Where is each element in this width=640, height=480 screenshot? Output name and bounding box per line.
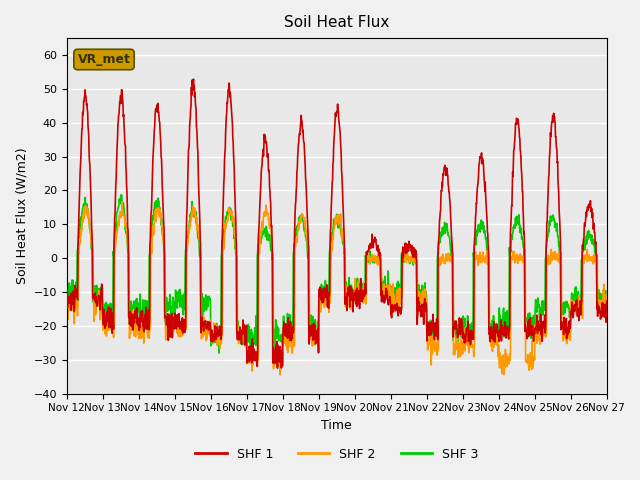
SHF 3 xyxy=(105,306,113,312)
SHF 3 xyxy=(292,228,300,233)
Legend: SHF 1, SHF 2, SHF 3: SHF 1, SHF 2, SHF 3 xyxy=(190,443,483,466)
SHF 2 xyxy=(105,327,113,333)
Y-axis label: Soil Heat Flux (W/m2): Soil Heat Flux (W/m2) xyxy=(15,147,28,284)
X-axis label: Time: Time xyxy=(321,419,352,432)
SHF 1 xyxy=(105,304,113,310)
SHF 3 xyxy=(127,298,135,304)
SHF 2 xyxy=(63,299,70,304)
SHF 1 xyxy=(274,365,282,371)
SHF 1 xyxy=(371,239,378,245)
SHF 2 xyxy=(371,259,378,264)
SHF 2 xyxy=(292,236,300,242)
SHF 2 xyxy=(304,242,312,248)
Title: Soil Heat Flux: Soil Heat Flux xyxy=(284,15,389,30)
Line: SHF 2: SHF 2 xyxy=(67,202,607,375)
SHF 3 xyxy=(603,297,611,303)
SHF 2 xyxy=(276,372,284,378)
SHF 3 xyxy=(63,299,70,305)
SHF 3 xyxy=(118,192,125,198)
SHF 2 xyxy=(314,331,321,336)
SHF 1 xyxy=(292,183,300,189)
SHF 3 xyxy=(215,350,223,356)
SHF 1 xyxy=(304,224,312,229)
SHF 1 xyxy=(63,287,70,292)
Text: VR_met: VR_met xyxy=(77,53,131,66)
SHF 1 xyxy=(314,331,321,337)
SHF 1 xyxy=(127,311,134,316)
SHF 1 xyxy=(603,299,611,304)
SHF 3 xyxy=(304,254,312,260)
SHF 3 xyxy=(371,256,378,262)
SHF 1 xyxy=(189,76,197,82)
SHF 2 xyxy=(127,328,135,334)
Line: SHF 3: SHF 3 xyxy=(67,195,607,353)
SHF 2 xyxy=(118,199,126,204)
Line: SHF 1: SHF 1 xyxy=(67,79,607,368)
SHF 3 xyxy=(314,325,321,331)
SHF 2 xyxy=(603,296,611,301)
